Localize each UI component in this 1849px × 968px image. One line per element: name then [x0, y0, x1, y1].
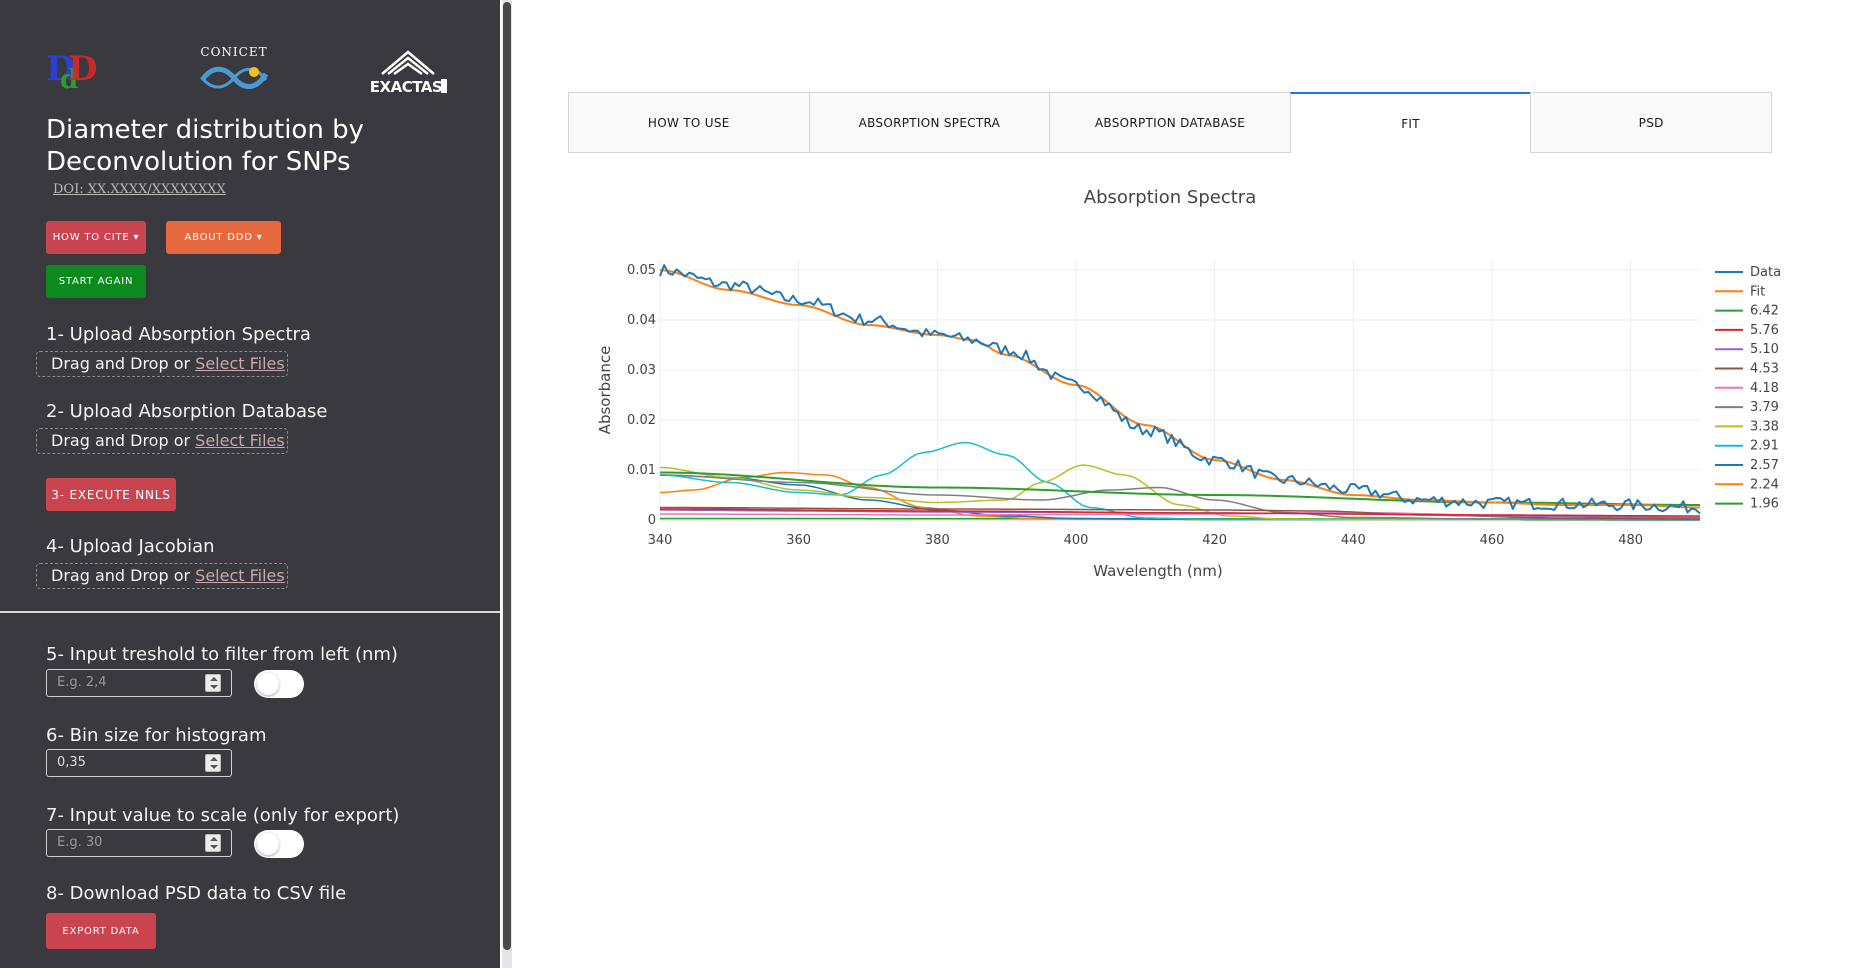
step-upload-spectra-label: 1- Upload Absorption Spectra	[46, 324, 311, 345]
threshold-placeholder: E.g. 2,4	[57, 675, 107, 690]
scale-toggle[interactable]	[254, 830, 304, 858]
threshold-input[interactable]: E.g. 2,4	[46, 669, 232, 697]
legend-item-4.53[interactable]: 4.53	[1750, 362, 1779, 377]
x-tick-label: 340	[648, 533, 673, 548]
app-title: Diameter distribution by Deconvolution f…	[46, 115, 364, 177]
legend-item-Fit[interactable]: Fit	[1750, 284, 1765, 299]
tab-absorption-database[interactable]: ABSORPTION DATABASE	[1049, 92, 1290, 153]
bin-size-spinner[interactable]	[205, 754, 221, 772]
tab-how-to-use[interactable]: HOW TO USE	[568, 92, 809, 153]
series-line-Fit	[659, 269, 1701, 509]
series-line-3.79	[659, 474, 1700, 521]
toggle-knob	[257, 833, 279, 855]
threshold-toggle[interactable]	[254, 670, 304, 698]
tab-psd[interactable]: PSD	[1530, 92, 1772, 153]
legend-item-5.10[interactable]: 5.10	[1750, 342, 1779, 357]
exactas-logo: EXACTAS	[370, 50, 447, 96]
x-tick-label: 380	[925, 533, 950, 548]
svg-text:D: D	[46, 49, 75, 89]
sidebar-scrollbar-thumb[interactable]	[503, 2, 511, 950]
ddd-logo: D d D	[46, 49, 97, 92]
legend-item-Data[interactable]: Data	[1750, 265, 1781, 280]
x-tick-label: 400	[1064, 533, 1089, 548]
dropzone-text: Drag and Drop or	[51, 354, 196, 373]
legend-item-2.57[interactable]: 2.57	[1750, 458, 1779, 473]
svg-text:D: D	[68, 49, 97, 89]
scale-placeholder: E.g. 30	[57, 835, 103, 850]
tab-absorption-spectra[interactable]: ABSORPTION SPECTRA	[808, 92, 1050, 153]
legend-item-6.42[interactable]: 6.42	[1750, 304, 1779, 319]
legend-item-5.76[interactable]: 5.76	[1750, 323, 1779, 338]
toggle-knob	[257, 673, 279, 695]
scale-input[interactable]: E.g. 30	[46, 829, 232, 857]
legend-item-3.79[interactable]: 3.79	[1750, 400, 1779, 415]
conicet-logo: CONICET	[199, 45, 269, 89]
select-files-link[interactable]: Select Files	[195, 431, 285, 450]
start-again-button[interactable]: START AGAIN	[46, 265, 146, 298]
tab-fit[interactable]: FIT	[1289, 92, 1531, 153]
bin-size-value: 0,35	[57, 755, 86, 770]
y-tick-label: 0.01	[627, 463, 656, 478]
legend-item-2.24[interactable]: 2.24	[1750, 477, 1779, 492]
step-scale-label: 7- Input value to scale (only for export…	[46, 805, 400, 826]
x-tick-label: 440	[1341, 533, 1366, 548]
step-upload-database-label: 2- Upload Absorption Database	[46, 401, 328, 422]
x-tick-label: 460	[1480, 533, 1505, 548]
x-tick-label: 420	[1202, 533, 1227, 548]
dropzone-text: Drag and Drop or	[51, 431, 196, 450]
chart-ticks: 340 360 380 400 420 440 460 480 0 0.01 0.02 0.03 0.0…	[627, 263, 1643, 548]
legend-item-4.18[interactable]: 4.18	[1750, 381, 1779, 396]
y-tick-label: 0.02	[627, 413, 656, 428]
chart-legend[interactable]: Data Fit 6.42 5.76 5.10 4.53 4.18 3.79 3.38 2.91 2…	[1715, 265, 1781, 512]
threshold-spinner[interactable]	[205, 674, 221, 692]
chart-title: Absorption Spectra	[1084, 187, 1256, 208]
series-line-5.76	[660, 508, 1700, 517]
select-files-link[interactable]: Select Files	[195, 354, 285, 373]
absorption-chart[interactable]: Absorption Spectra 340 360 380 400 420 440 460…	[568, 170, 1798, 600]
chart-plot-area	[659, 264, 1701, 521]
y-tick-label: 0.04	[627, 313, 656, 328]
step-download-label: 8- Download PSD data to CSV file	[46, 883, 347, 904]
x-tick-label: 360	[786, 533, 811, 548]
execute-nnls-button[interactable]: 3- EXECUTE NNLS	[46, 478, 176, 511]
upload-jacobian-dropzone[interactable]: Drag and Drop or Select Files	[36, 563, 288, 589]
select-files-link[interactable]: Select Files	[195, 566, 285, 585]
x-axis-title: Wavelength (nm)	[1093, 562, 1223, 580]
step-threshold-label: 5- Input treshold to filter from left (n…	[46, 644, 398, 665]
upload-database-dropzone[interactable]: Drag and Drop or Select Files	[36, 428, 288, 454]
svg-text:d: d	[60, 65, 78, 92]
step-upload-jacobian-label: 4- Upload Jacobian	[46, 536, 215, 557]
legend-item-3.38[interactable]: 3.38	[1750, 419, 1779, 434]
series-line-6.42	[660, 471, 1700, 506]
legend-item-2.91[interactable]: 2.91	[1750, 439, 1779, 454]
step-bin-size-label: 6- Bin size for histogram	[46, 725, 267, 746]
svg-text:EXACTAS: EXACTAS	[370, 78, 442, 96]
series-line-Data	[659, 264, 1701, 515]
svg-text:CONICET: CONICET	[200, 45, 267, 59]
bin-size-input[interactable]: 0,35	[46, 749, 232, 777]
y-axis-title: Absorbance	[596, 346, 614, 435]
y-tick-label: 0	[648, 513, 656, 528]
doi-link[interactable]: DOI: XX.XXXX/XXXXXXXX	[53, 182, 226, 197]
sidebar-divider	[0, 611, 500, 613]
y-tick-label: 0.05	[627, 263, 656, 278]
how-to-cite-button[interactable]: HOW TO CITE ▾	[46, 221, 146, 254]
dropzone-text: Drag and Drop or	[51, 566, 196, 585]
upload-spectra-dropzone[interactable]: Drag and Drop or Select Files	[36, 351, 288, 377]
series-line-4.53	[660, 506, 1700, 520]
x-tick-label: 480	[1618, 533, 1643, 548]
legend-item-1.96[interactable]: 1.96	[1750, 497, 1779, 512]
about-ddd-button[interactable]: ABOUT DDD ▾	[166, 221, 281, 254]
export-data-button[interactable]: EXPORT DATA	[46, 913, 156, 949]
scale-spinner[interactable]	[205, 834, 221, 852]
sidebar: D d D CONICET EXACTAS Diameter distribut…	[0, 0, 500, 968]
y-tick-label: 0.03	[627, 363, 656, 378]
tab-bar: HOW TO USE ABSORPTION SPECTRA ABSORPTION…	[568, 92, 1772, 153]
